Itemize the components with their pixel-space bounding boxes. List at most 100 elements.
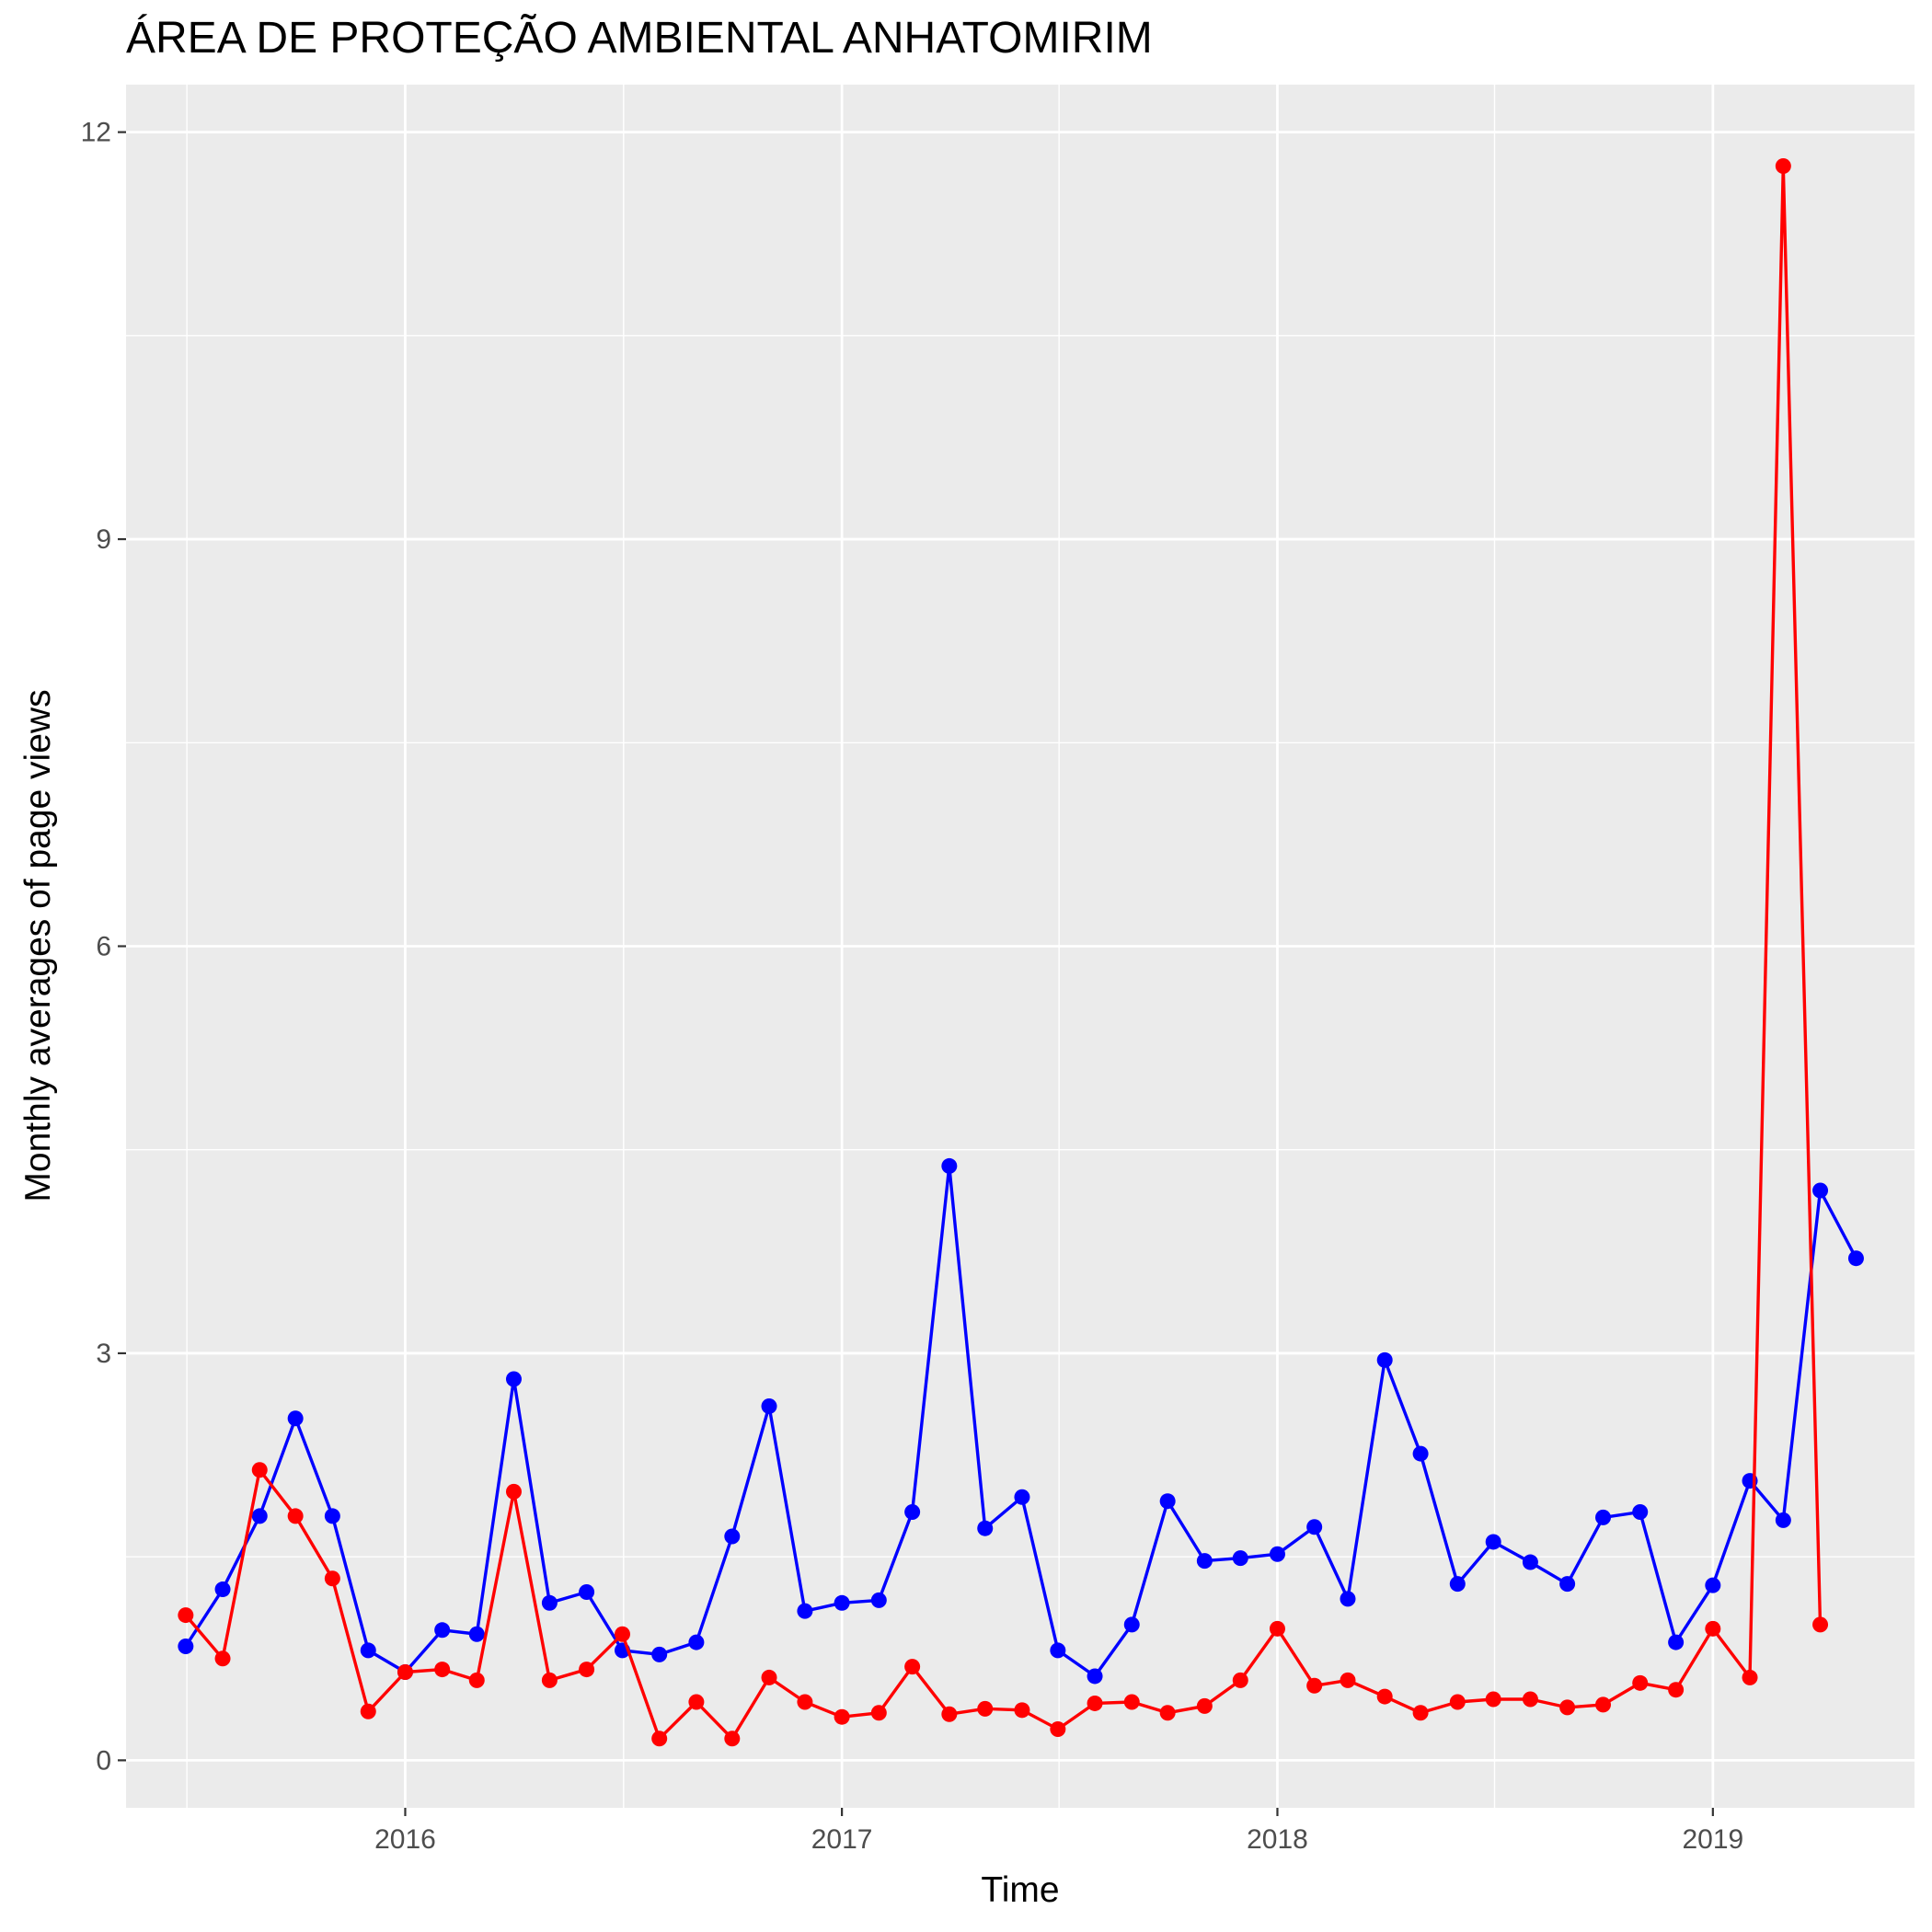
series-1-point	[360, 1642, 376, 1659]
series-2-point	[1812, 1616, 1829, 1633]
series-2-point	[1050, 1720, 1066, 1737]
series-1-point	[251, 1508, 268, 1524]
series-2-point	[1340, 1672, 1356, 1688]
series-2-point	[1306, 1677, 1323, 1694]
series-1-point	[1087, 1668, 1103, 1685]
series-2-point	[468, 1672, 485, 1688]
series-1-point	[1847, 1250, 1864, 1267]
series-1-point	[1412, 1445, 1429, 1462]
series-1-point	[214, 1581, 231, 1598]
series-2-point	[1705, 1620, 1721, 1637]
series-1-point	[1812, 1182, 1829, 1199]
series-1-point	[1340, 1591, 1356, 1607]
series-1-point	[761, 1397, 777, 1414]
series-2-point	[214, 1650, 231, 1667]
series-2-point	[1269, 1620, 1285, 1637]
series-2-point	[870, 1705, 887, 1721]
series-1-point	[579, 1584, 595, 1601]
series-2-point	[178, 1607, 194, 1624]
series-1-point	[977, 1520, 994, 1536]
series-2-point	[1123, 1694, 1140, 1710]
series-2-point	[324, 1570, 340, 1587]
series-2-point	[251, 1462, 268, 1478]
y-tick-label: 12	[81, 118, 111, 148]
series-2-point	[1087, 1695, 1103, 1711]
series-2-point	[1014, 1702, 1030, 1719]
series-2-point	[360, 1703, 376, 1719]
series-1-point	[324, 1508, 340, 1524]
series-2-point	[1775, 157, 1791, 174]
series-2-point	[797, 1694, 813, 1710]
series-2-point	[1559, 1699, 1576, 1716]
series-1-point	[1559, 1576, 1576, 1593]
series-1-point	[1232, 1550, 1248, 1567]
series-2-point	[541, 1672, 558, 1688]
series-2-line	[184, 164, 1823, 1741]
series-2-point	[1449, 1694, 1466, 1710]
series-2-point	[579, 1662, 595, 1678]
series-1-point	[1632, 1503, 1649, 1520]
series-2-point	[1595, 1696, 1612, 1713]
series-1-point	[1159, 1493, 1176, 1510]
series-1-point	[688, 1634, 705, 1650]
series-1-point	[1705, 1577, 1721, 1593]
series-1-point	[1449, 1576, 1466, 1593]
series-1-point	[1014, 1489, 1030, 1505]
series-2-point	[1485, 1691, 1501, 1708]
series-2-point	[724, 1731, 741, 1747]
series-1-point	[541, 1594, 558, 1611]
series-2-point	[761, 1669, 777, 1685]
series-2-point	[834, 1708, 850, 1725]
series-1-point	[1775, 1512, 1791, 1528]
series-2-point	[977, 1700, 994, 1717]
series-2-point	[434, 1662, 451, 1678]
series-2-point	[1412, 1705, 1429, 1721]
x-tick-label: 2017	[811, 1824, 873, 1855]
series-1-point	[1269, 1546, 1285, 1562]
series-2-point	[1159, 1705, 1176, 1721]
series-2-point	[1522, 1691, 1538, 1708]
x-axis-title: Time	[981, 1870, 1059, 1910]
series-1-point	[468, 1626, 485, 1642]
chart-title: ÁREA DE PROTEÇÃO AMBIENTAL ANHATOMIRIM	[126, 13, 1153, 63]
series-2-point	[1196, 1697, 1213, 1714]
series-2-point	[688, 1694, 705, 1710]
series-2-point	[1232, 1672, 1248, 1688]
series-2-point	[651, 1731, 668, 1747]
series-1-point	[1595, 1509, 1612, 1525]
series-1-point	[1522, 1554, 1538, 1570]
x-tick-label: 2018	[1247, 1824, 1308, 1855]
series-1-point	[651, 1646, 668, 1662]
y-tick-label: 9	[96, 524, 111, 555]
series-1-point	[904, 1503, 921, 1520]
series-1-point	[870, 1592, 887, 1608]
y-axis: 0 3 6 9 12	[81, 118, 126, 1776]
series-1-point	[178, 1638, 194, 1654]
series-layer	[178, 157, 1864, 1747]
series-1-point	[505, 1371, 522, 1387]
series-1-point	[724, 1528, 741, 1545]
y-tick-label: 3	[96, 1339, 111, 1369]
series-2-point	[397, 1664, 413, 1681]
x-axis: 2016 2017 2018 2019	[374, 1808, 1743, 1855]
series-1-point	[1376, 1351, 1393, 1368]
major-gridlines	[126, 85, 1915, 1808]
y-axis-title: Monthly averages of page views	[18, 689, 58, 1202]
series-2-point	[1632, 1674, 1649, 1691]
series-1-point	[1306, 1519, 1323, 1535]
series-2-point	[505, 1483, 522, 1500]
series-1-point	[941, 1157, 958, 1174]
series-1-point	[1123, 1616, 1140, 1633]
x-tick-label: 2016	[374, 1824, 436, 1855]
series-2-point	[1668, 1682, 1685, 1698]
series-1-point	[1050, 1642, 1066, 1659]
series-1-point	[434, 1622, 451, 1639]
series-1-point	[287, 1410, 304, 1427]
y-tick-label: 6	[96, 932, 111, 962]
series-1-point	[834, 1594, 850, 1611]
series-1-point	[1485, 1534, 1501, 1550]
series-1-point	[1668, 1634, 1685, 1650]
series-1-point	[1196, 1553, 1213, 1570]
series-2-point	[941, 1706, 958, 1722]
